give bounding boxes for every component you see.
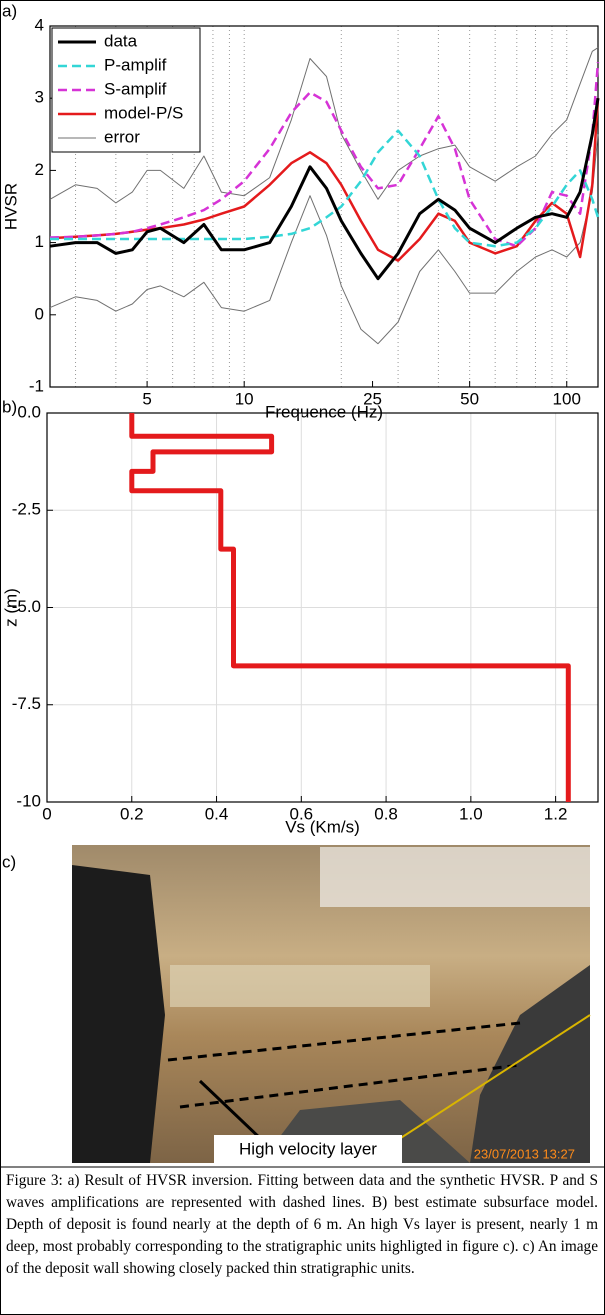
x-tick-label: 0 [42, 804, 51, 823]
legend-label: model-P/S [104, 103, 183, 122]
panel-label: b) [2, 397, 17, 416]
y-tick-label: -10 [16, 791, 41, 810]
annotation-box [214, 1135, 402, 1165]
annotation-arrow [198, 1079, 264, 1142]
y-tick-label: -2.5 [12, 500, 41, 519]
y-tick-label: -7.5 [12, 694, 41, 713]
dark-tarp-right [470, 965, 590, 1163]
layer-boundary [179, 1063, 521, 1109]
x-tick-label: 5 [142, 389, 151, 408]
dark-tarp-left [72, 865, 165, 1163]
y-axis-title: z (m) [1, 588, 20, 627]
x-tick-label: 1.2 [544, 804, 568, 823]
x-tick-label: 10 [235, 389, 254, 408]
legend-label: P-amplif [104, 55, 167, 74]
series-line [50, 129, 600, 248]
x-tick-label: 25 [363, 389, 382, 408]
y-tick-label: -5.0 [12, 597, 41, 616]
yellow-cord [389, 1014, 591, 1146]
plot-frame [49, 25, 599, 388]
light-layer [170, 965, 430, 1007]
series-line [49, 134, 599, 345]
x-tick-label: 0.4 [205, 804, 229, 823]
x-tick-label: 0.8 [374, 804, 398, 823]
y-tick-label: -1 [29, 376, 44, 395]
x-tick-label: 0.6 [289, 804, 313, 823]
series-line [129, 413, 571, 802]
y-tick-label: 1 [35, 232, 44, 251]
photo-panel: c) High velocity layer 23/07/2013 13:27 [0, 845, 605, 1168]
series-line [49, 98, 600, 262]
panel-label: c) [2, 852, 16, 871]
series-line [49, 62, 600, 248]
x-axis-title: Frequence (Hz) [265, 402, 383, 421]
y-axis-title: HVSR [1, 183, 20, 230]
y-tick-label: 0 [35, 304, 44, 323]
y-tick-label: 4 [35, 15, 44, 34]
legend-label: error [104, 127, 140, 146]
x-tick-label: 50 [460, 389, 479, 408]
series-line [49, 97, 600, 281]
x-tick-label: 1.0 [459, 804, 483, 823]
x-tick-label: 100 [553, 389, 581, 408]
caption: Figure 3: a) Result of HVSR inversion. F… [6, 1172, 598, 1277]
x-axis-title: Vs (Km/s) [285, 817, 360, 836]
x-tick-label: 0.2 [120, 804, 144, 823]
timestamp: 23/07/2013 13:27 [474, 1146, 575, 1161]
y-tick-label: 2 [35, 160, 44, 179]
plastic-sheet [320, 847, 590, 907]
series-line [49, 47, 599, 204]
legend-label: data [104, 31, 138, 50]
annotation: High velocity layer [239, 1139, 377, 1158]
y-tick-label: 3 [35, 88, 44, 107]
y-tick-label: 0.0 [17, 402, 41, 421]
legend-label: S-amplif [104, 79, 167, 98]
panel-label: a) [2, 1, 17, 20]
